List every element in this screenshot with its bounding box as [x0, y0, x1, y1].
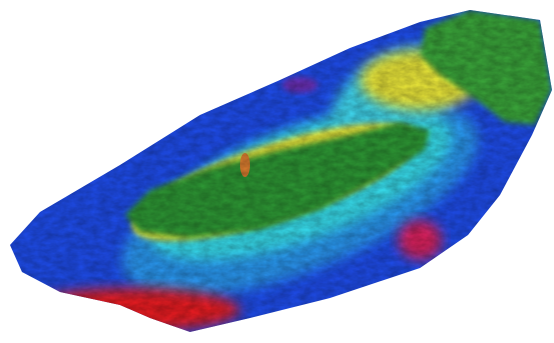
- terrain-render: [10, 10, 552, 332]
- texture: [10, 10, 552, 332]
- surface: [10, 10, 552, 332]
